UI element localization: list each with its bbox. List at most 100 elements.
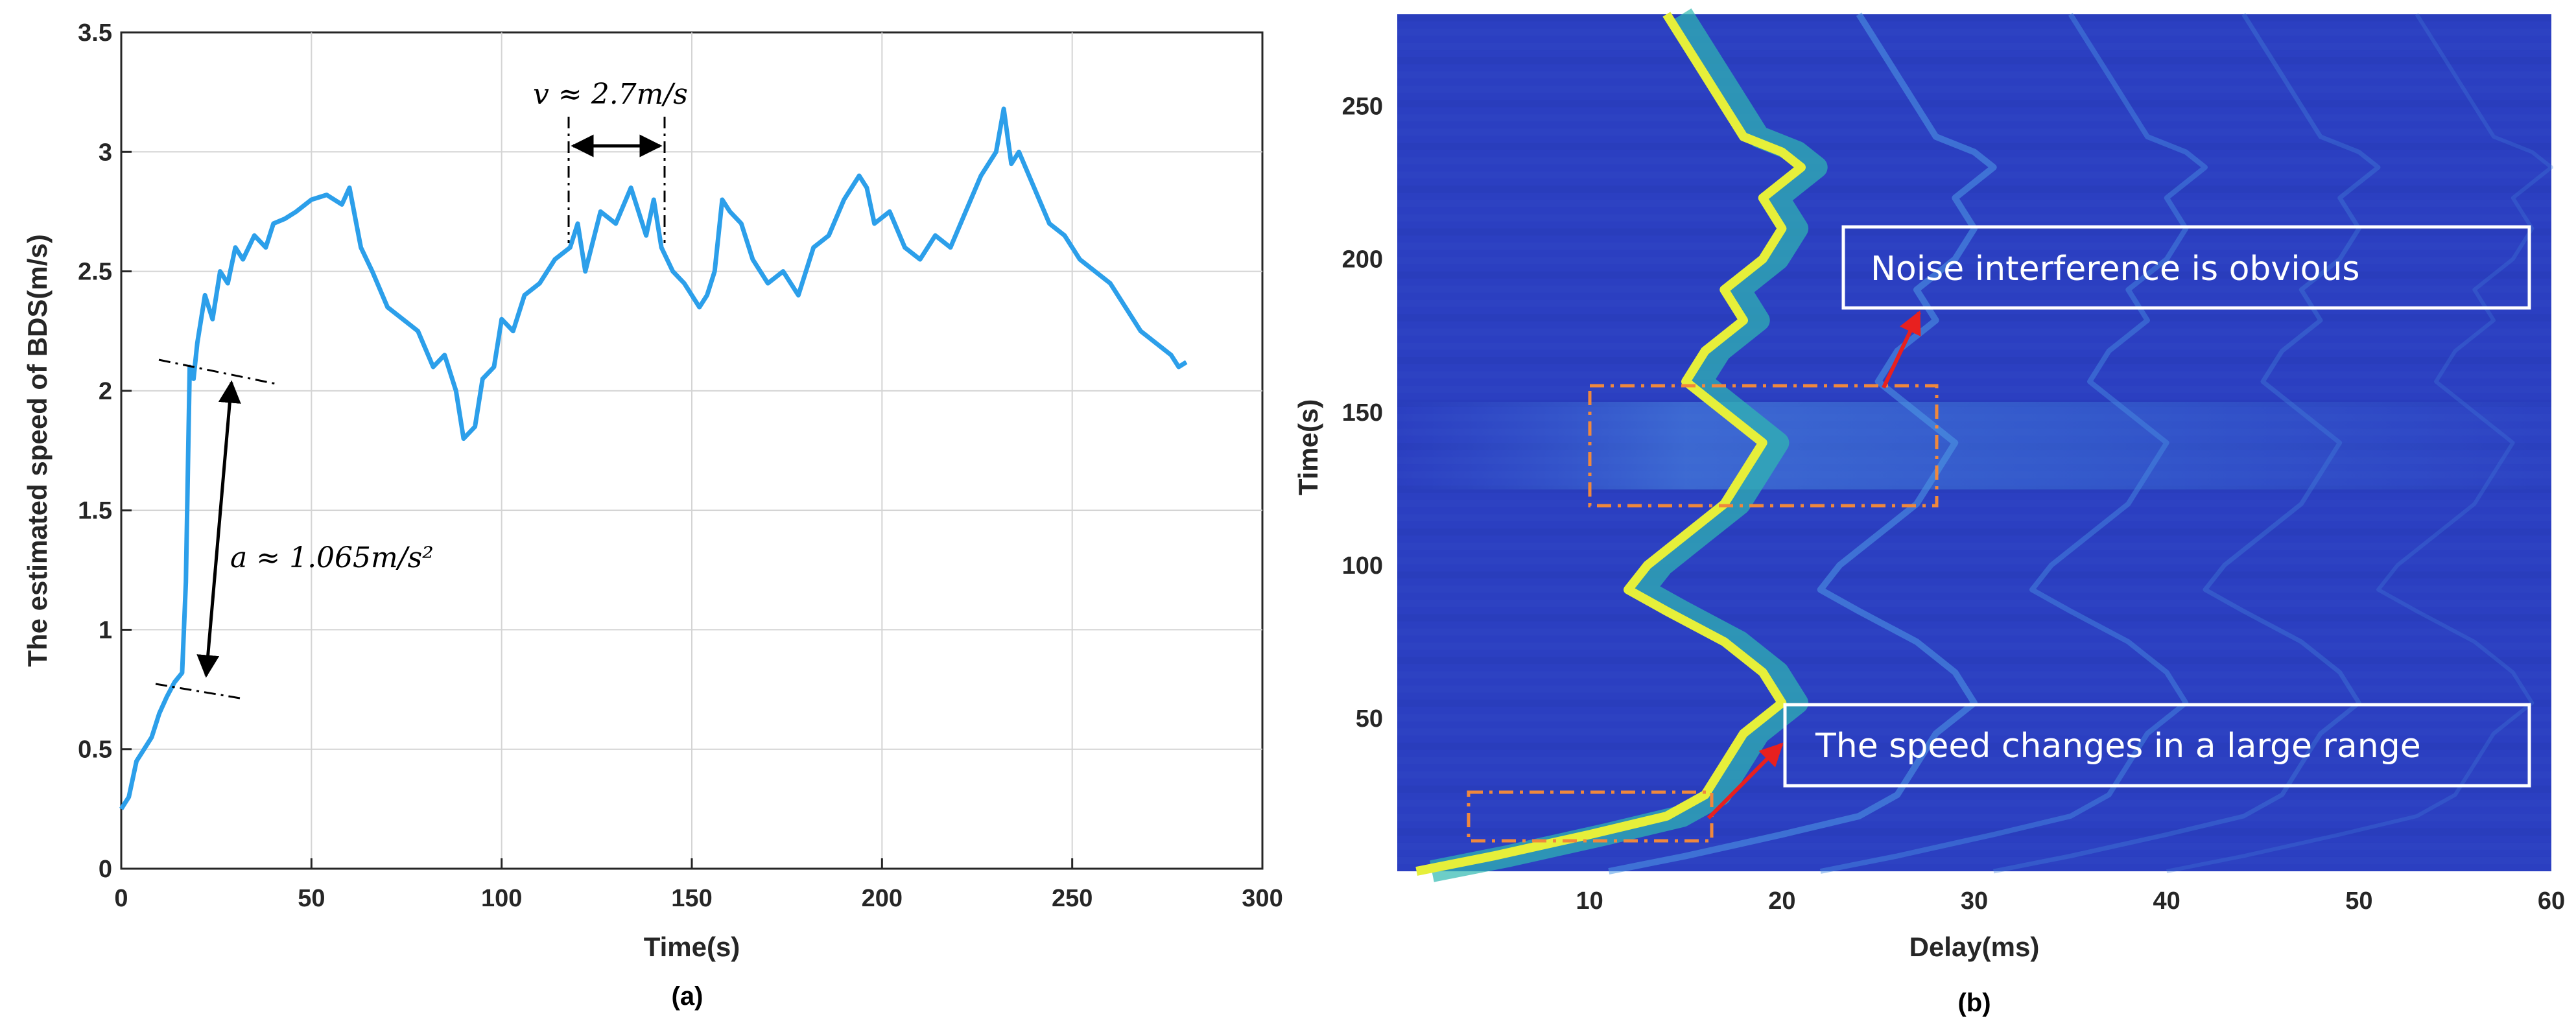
acceleration-annotation: a ≈ 1.065m/s² — [155, 358, 434, 699]
speed-line-chart: 0 50 100 150 200 250 300 0 0.5 1 1.5 2 2.5 3 3.5 v ≈ 2… — [22, 19, 1283, 1011]
speed-annotation-text: The speed changes in a large range — [1815, 727, 2421, 766]
main-ridge — [1415, 12, 1806, 876]
texture-stripe — [1397, 242, 2551, 250]
texture-stripe — [1397, 171, 2551, 179]
x-tick-label-b: 10 — [1576, 887, 1603, 915]
noise-highlight-box — [1588, 384, 1939, 508]
x-tick-label-b: 20 — [1768, 887, 1795, 915]
texture-stripe — [1397, 628, 2551, 636]
y-tick-label-b: 200 — [1342, 246, 1383, 274]
echo-ridge — [1993, 13, 2381, 874]
x-tick-label-a: 0 — [114, 885, 128, 912]
texture-stripe — [1397, 185, 2551, 193]
texture-stripe — [1397, 43, 2551, 51]
speed-series-line — [119, 106, 1188, 810]
texture-stripe — [1397, 328, 2551, 336]
texture-stripe — [1397, 285, 2551, 293]
texture-stripe — [1397, 728, 2551, 736]
texture-stripe — [1397, 856, 2551, 864]
y-tick-label-b: 50 — [1356, 705, 1383, 733]
texture-stripe — [1397, 642, 2551, 650]
texture-stripe — [1397, 71, 2551, 79]
ridge-lines — [1415, 8, 2553, 882]
texture-stripe — [1397, 357, 2551, 364]
x-tick-label-a: 250 — [1052, 885, 1093, 912]
x-tick-label-b: 30 — [1961, 887, 1988, 915]
texture-stripe — [1397, 14, 2551, 22]
texture-stripe — [1397, 100, 2551, 108]
y-axis-label-a: The estimated speed of BDS(m/s) — [22, 234, 53, 666]
texture-stripe — [1397, 214, 2551, 222]
y-tick-label-a: 3.5 — [78, 19, 112, 47]
texture-stripe — [1397, 514, 2551, 522]
speed-arrow — [1707, 742, 1784, 820]
y-tick-label-a: 1.5 — [78, 497, 112, 524]
x-tick-label-a: 200 — [862, 885, 903, 912]
noise-arrow — [1882, 310, 1921, 389]
texture-stripe — [1397, 257, 2551, 264]
x-tick-label-b: 40 — [2153, 887, 2180, 915]
texture-stripe — [1397, 385, 2551, 393]
acceleration-label: a ≈ 1.065m/s² — [230, 541, 434, 574]
echo-ridge — [2166, 13, 2553, 873]
texture-stripe — [1397, 200, 2551, 207]
x-tick-label-a: 150 — [671, 885, 712, 912]
x-tick-label-a: 300 — [1242, 885, 1282, 912]
ticks-b: 10 20 30 40 50 60 50 100 150 200 250 — [1342, 93, 2566, 915]
y-tick-label-a: 2.5 — [78, 259, 112, 286]
texture-stripe — [1397, 657, 2551, 664]
velocity-annotation: v ≈ 2.7m/s — [533, 78, 688, 243]
x-axis-label-b: Delay(ms) — [1909, 932, 2040, 962]
caption-a: (a) — [672, 982, 703, 1011]
texture-stripe — [1397, 685, 2551, 693]
y-tick-label-a: 2 — [99, 378, 112, 405]
texture-stripe — [1397, 271, 2551, 279]
x-tick-label-b: 60 — [2538, 887, 2565, 915]
texture-stripe — [1397, 128, 2551, 136]
texture-stripe — [1397, 799, 2551, 807]
texture-stripe — [1397, 600, 2551, 607]
texture-stripe — [1397, 143, 2551, 150]
texture-stripe — [1397, 543, 2551, 550]
texture-stripe — [1397, 314, 2551, 322]
y-tick-label-a: 3 — [99, 139, 112, 166]
grid-a — [121, 32, 1262, 869]
y-tick-label-b: 100 — [1342, 552, 1383, 580]
y-tick-label-a: 0.5 — [78, 736, 112, 764]
texture-stripe — [1397, 671, 2551, 679]
x-tick-label-b: 50 — [2345, 887, 2372, 915]
texture-stripe — [1397, 814, 2551, 821]
ticks-a: 0 50 100 150 200 250 300 0 0.5 1 1.5 2 2.5 3 3.5 — [78, 19, 1283, 912]
texture-stripe — [1397, 300, 2551, 307]
texture-stripe — [1397, 114, 2551, 122]
texture-stripe — [1397, 500, 2551, 508]
texture-stripe — [1397, 86, 2551, 93]
noise-band — [1397, 402, 2551, 489]
texture-stripe — [1397, 842, 2551, 850]
main-ridge-halo — [1430, 8, 1828, 882]
echo-ridge — [1608, 12, 1997, 875]
texture-stripe — [1397, 342, 2551, 350]
texture-stripe — [1397, 57, 2551, 65]
texture-stripe — [1397, 528, 2551, 536]
x-tick-label-a: 50 — [298, 885, 325, 912]
texture-stripe — [1397, 614, 2551, 622]
texture-stripe — [1397, 571, 2551, 579]
texture-stripe — [1397, 371, 2551, 379]
y-axis-label-b: Time(s) — [1293, 399, 1323, 496]
texture-stripe — [1397, 828, 2551, 836]
y-tick-label-a: 1 — [99, 617, 112, 644]
caption-b: (b) — [1957, 989, 1991, 1017]
x-tick-label-a: 100 — [481, 885, 522, 912]
texture-stripe — [1397, 742, 2551, 750]
texture-stripe — [1397, 585, 2551, 593]
delay-heatmap: Noise interference is obvious The speed … — [1293, 8, 2566, 1017]
texture-stripe — [1397, 771, 2551, 779]
noise-annotation-box — [1841, 225, 2531, 310]
texture-stripe — [1397, 157, 2551, 165]
x-axis-label-a: Time(s) — [644, 932, 740, 962]
echo-ridge — [1819, 12, 2208, 874]
y-tick-label-b: 250 — [1342, 93, 1383, 121]
y-tick-label-a: 0 — [99, 856, 112, 883]
